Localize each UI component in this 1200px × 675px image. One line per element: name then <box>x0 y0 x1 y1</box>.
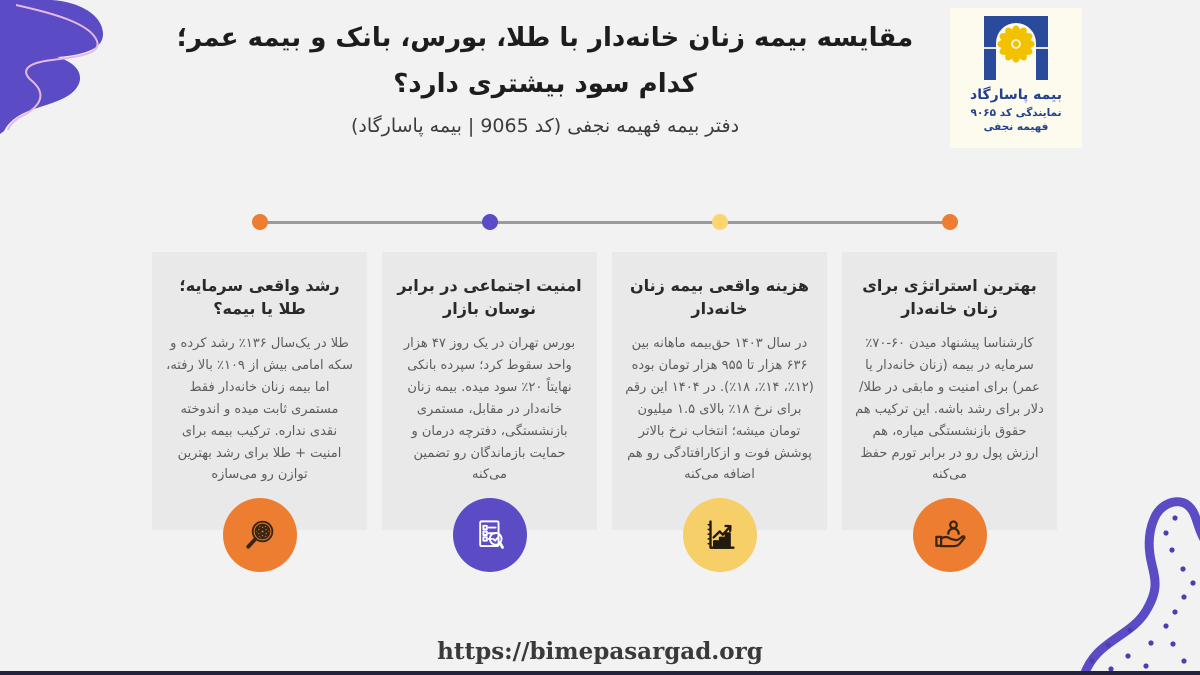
timeline-line <box>256 220 953 224</box>
card-body: بورس تهران در یک روز ۴۷ هزار واحد سقوط ک… <box>403 336 576 483</box>
card-security: امنیت اجتماعی در برابر نوسان بازار بورس … <box>382 252 597 572</box>
timeline-dot-4 <box>941 214 958 230</box>
card-heading: بهترین استراتژی برای زنان خانه‌دار <box>862 276 1037 319</box>
growth-chart-icon <box>682 498 757 572</box>
website-link[interactable]: https://bimepasargad.org <box>437 638 763 665</box>
card-body: طلا در یک‌سال ۱۳۶٪ رشد کرده و سکه امامی … <box>166 336 353 483</box>
pasargad-logo: بیمه پاسارگاد نمایندگی کد ۹۰۶۵ فهیمه نجف… <box>950 8 1082 148</box>
footer: https://bimepasargad.org <box>0 638 1200 665</box>
timeline-dot-2 <box>481 214 498 230</box>
card-heading: هزینه واقعی بیمه زنان خانه‌دار <box>630 276 809 319</box>
timeline-dot-1 <box>251 214 268 230</box>
card-strategy: بهترین استراتژی برای زنان خانه‌دار کارشن… <box>842 252 1057 572</box>
logo-emblem <box>984 16 1048 80</box>
card-heading: امنیت اجتماعی در برابر نوسان بازار <box>397 276 582 319</box>
sunflower-icon <box>997 25 1035 63</box>
logo-agent-name: فهیمه نجفی <box>983 121 1049 133</box>
card-panel: رشد واقعی سرمایه؛ طلا یا بیمه؟ طلا در یک… <box>152 252 367 530</box>
card-panel: امنیت اجتماعی در برابر نوسان بازار بورس … <box>382 252 597 530</box>
card-cost: هزینه واقعی بیمه زنان خانه‌دار در سال ۱۴… <box>612 252 827 572</box>
card-panel: هزینه واقعی بیمه زنان خانه‌دار در سال ۱۴… <box>612 252 827 530</box>
timeline <box>152 214 1057 230</box>
checklist-magnifier-icon <box>452 498 527 572</box>
magnifier-gear-icon <box>222 498 297 572</box>
page-title-line1: مقایسه بیمه زنان خانه‌دار با طلا، بورس، … <box>176 23 914 53</box>
logo-agency-code: نمایندگی کد ۹۰۶۵ <box>970 107 1062 119</box>
page-title: مقایسه بیمه زنان خانه‌دار با طلا، بورس، … <box>150 16 940 107</box>
logo-brand-name: بیمه پاسارگاد <box>970 87 1062 103</box>
cards-row: رشد واقعی سرمایه؛ طلا یا بیمه؟ طلا در یک… <box>152 252 1057 572</box>
card-panel: بهترین استراتژی برای زنان خانه‌دار کارشن… <box>842 252 1057 530</box>
card-body: کارشناسا پیشنهاد میدن ۶۰-۷۰٪ سرمایه در ب… <box>855 336 1044 483</box>
card-growth: رشد واقعی سرمایه؛ طلا یا بیمه؟ طلا در یک… <box>152 252 367 572</box>
page-title-line2: کدام سود بیشتری دارد؟ <box>393 68 697 99</box>
page-subtitle: دفتر بیمه فهیمه نجفی (کد 9065 | بیمه پاس… <box>350 115 740 137</box>
hand-holding-person-icon <box>912 498 987 572</box>
purple-blob-decoration <box>0 0 104 134</box>
card-heading: رشد واقعی سرمایه؛ طلا یا بیمه؟ <box>179 276 340 319</box>
bottom-edge-bar <box>0 671 1200 675</box>
timeline-dot-3 <box>711 214 728 230</box>
card-body: در سال ۱۴۰۳ حق‌بیمه ماهانه بین ۶۳۶ هزار … <box>625 336 814 483</box>
arch-shape <box>996 23 1036 80</box>
header: مقایسه بیمه زنان خانه‌دار با طلا، بورس، … <box>150 16 940 137</box>
